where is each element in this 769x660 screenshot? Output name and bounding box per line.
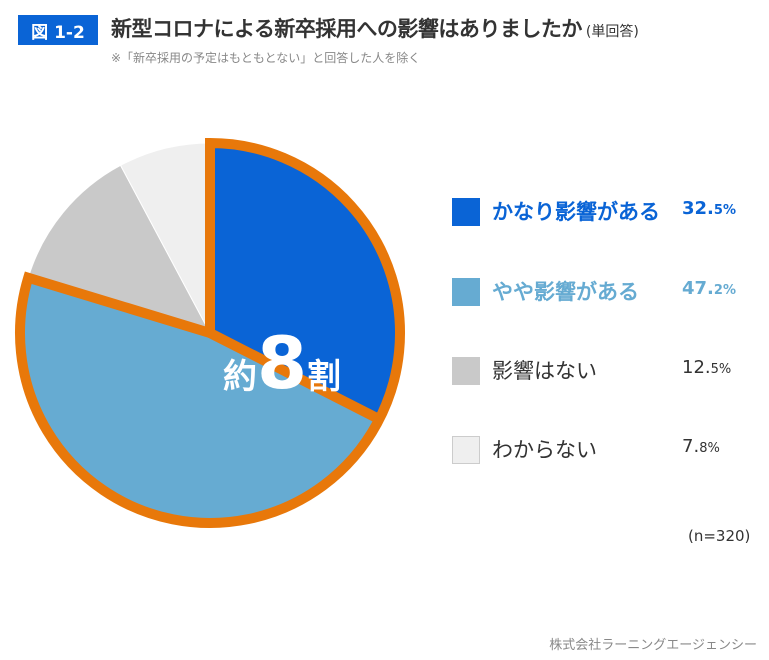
legend-value-0: 32.5% xyxy=(682,198,762,219)
legend-value-1: 47.2% xyxy=(682,278,762,299)
highlight-outline-outer xyxy=(15,137,405,528)
legend-swatch-1 xyxy=(452,278,480,306)
chart-note: ※「新卒採用の予定はもともとない」と回答した人を除く xyxy=(111,51,421,65)
chart-title: 新型コロナによる新卒採用への影響はありましたか (単回答) xyxy=(111,13,639,43)
legend-swatch-0 xyxy=(452,198,480,226)
pie-annotation: 約8割 xyxy=(223,321,341,405)
legend-value-0-dec: 5 xyxy=(713,203,723,218)
chart-title-suffix: (単回答) xyxy=(585,24,639,40)
legend-item-3: わからない 7.8% xyxy=(452,428,762,468)
legend-value-1-unit: % xyxy=(722,283,736,298)
figure-badge: 図 1-2 xyxy=(18,15,98,45)
legend-swatch-2 xyxy=(452,357,480,385)
legend-value-0-unit: % xyxy=(722,203,736,218)
legend-item-1: やや影響がある 47.2% xyxy=(452,270,762,310)
legend-item-2: 影響はない 12.5% xyxy=(452,349,762,389)
legend-swatch-3 xyxy=(452,436,480,464)
legend-value-2: 12.5% xyxy=(682,357,762,378)
legend-label-3: わからない xyxy=(492,438,597,462)
legend-label-0: かなり影響がある xyxy=(492,200,660,224)
pie-annotation-number: 8 xyxy=(257,321,307,405)
legend-value-0-int: 32. xyxy=(682,198,714,219)
highlight-outline xyxy=(15,137,405,528)
legend-label-1: やや影響がある xyxy=(492,280,639,304)
legend-value-1-dec: 2 xyxy=(713,283,723,298)
legend-value-3: 7.8% xyxy=(682,436,762,457)
source-credit: 株式会社ラーニングエージェンシー xyxy=(549,638,757,653)
sample-size: (n=320) xyxy=(688,527,751,545)
pie-annotation-suffix: 割 xyxy=(307,357,341,397)
legend-value-3-int: 7. xyxy=(682,436,700,457)
legend-value-2-int: 12. xyxy=(682,357,711,378)
legend-value-3-dec: 8 xyxy=(699,441,708,456)
legend-value-1-int: 47. xyxy=(682,278,714,299)
legend-value-2-unit: % xyxy=(718,362,732,377)
legend-value-2-dec: 5 xyxy=(710,362,719,377)
legend-value-3-unit: % xyxy=(707,441,720,456)
chart-title-text: 新型コロナによる新卒採用への影響はありましたか xyxy=(111,17,582,41)
legend-item-0: かなり影響がある 32.5% xyxy=(452,190,762,230)
legend-label-2: 影響はない xyxy=(492,359,597,383)
highlight-divider-0 xyxy=(207,328,382,424)
pie-annotation-prefix: 約 xyxy=(223,357,257,397)
